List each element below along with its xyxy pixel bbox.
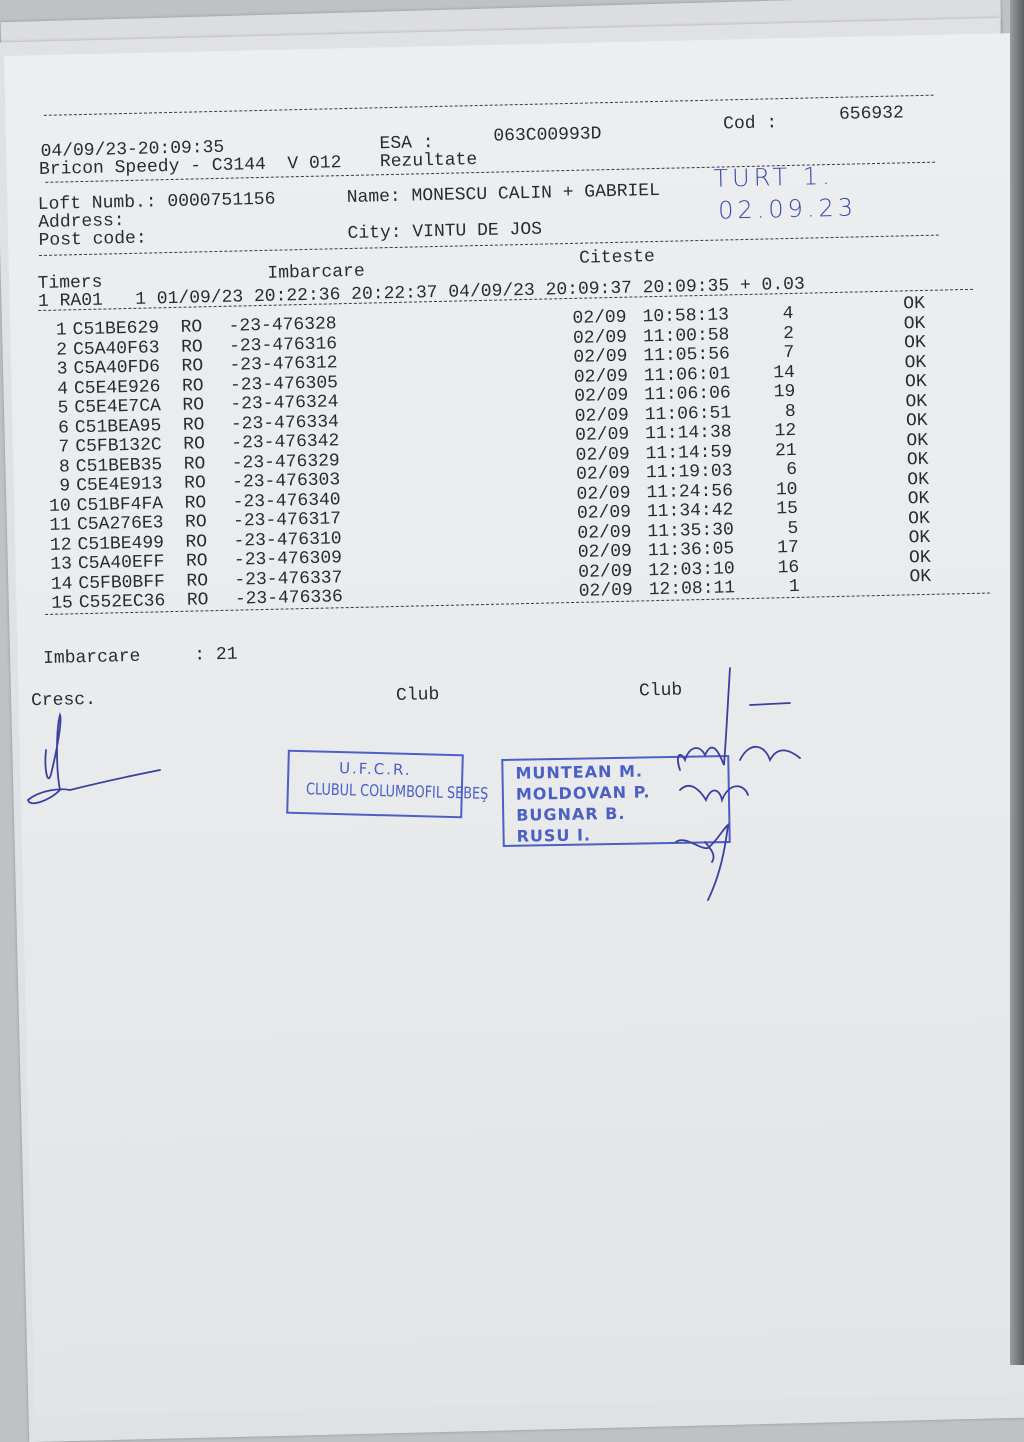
signatures <box>26 667 801 901</box>
table-edge <box>1010 0 1024 1365</box>
breeder-signature <box>26 712 161 805</box>
club-signature <box>675 785 749 901</box>
club-signature <box>677 667 801 771</box>
